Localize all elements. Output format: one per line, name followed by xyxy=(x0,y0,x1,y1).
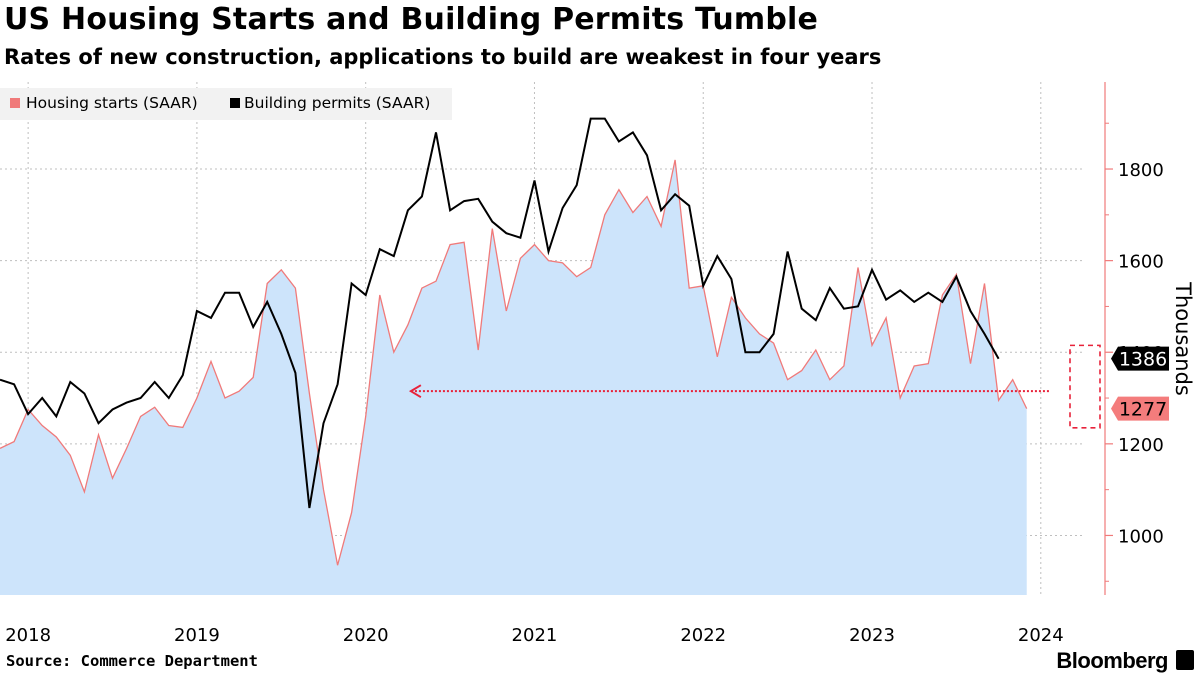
annotation-layer xyxy=(408,344,1101,429)
x-tick-label: 2023 xyxy=(849,625,895,646)
source-note: Source: Commerce Department xyxy=(6,652,258,670)
end-label-text: 1277 xyxy=(1119,399,1167,421)
end-label-starts: 1277 xyxy=(1111,396,1169,421)
x-tick-label: 2021 xyxy=(512,625,558,646)
legend-label-starts: Housing starts (SAAR) xyxy=(26,94,198,112)
y-axis-title: Thousands xyxy=(1171,281,1195,396)
series-building-permits-line xyxy=(0,117,1000,509)
callout-dashed-box xyxy=(1069,344,1101,429)
bloomberg-logo: Bloomberg xyxy=(1056,648,1168,673)
series-housing-starts-line xyxy=(0,159,1028,566)
chart-title: US Housing Starts and Building Permits T… xyxy=(4,2,819,37)
x-axis: 2018 2019 2020 2021 2022 2023 2024 xyxy=(5,625,1063,646)
end-label-tag xyxy=(1111,346,1169,371)
chart-subtitle: Rates of new construction, applications … xyxy=(4,45,882,69)
legend-swatch-permits xyxy=(230,98,240,108)
x-tick-label: 2022 xyxy=(680,625,726,646)
series-housing-starts-area xyxy=(0,159,1027,595)
y-tick-label: 1600 xyxy=(1118,252,1164,273)
x-tick-label: 2024 xyxy=(1018,625,1064,646)
legend-box xyxy=(0,88,452,120)
series-layer xyxy=(0,117,1028,595)
y-tick-label: 1800 xyxy=(1118,160,1164,181)
legend-swatch-starts xyxy=(10,98,20,108)
legend-label-permits: Building permits (SAAR) xyxy=(244,94,430,112)
y-tick-label: 1200 xyxy=(1118,435,1164,456)
end-label-permits: 1386 xyxy=(1111,346,1169,371)
end-label-text: 1386 xyxy=(1119,349,1167,371)
callout-arrowhead xyxy=(408,384,422,399)
legend: Housing starts (SAAR) Building permits (S… xyxy=(0,88,452,120)
y-tick-label: 1000 xyxy=(1118,526,1164,547)
x-tick-label: 2018 xyxy=(5,625,51,646)
y-axis: 10001200140016001800Thousands13861277 xyxy=(1104,82,1195,595)
end-label-tag xyxy=(1111,396,1169,421)
x-tick-label: 2019 xyxy=(174,625,220,646)
bloomberg-terminal-icon xyxy=(1176,650,1194,670)
x-tick-label: 2020 xyxy=(343,625,389,646)
